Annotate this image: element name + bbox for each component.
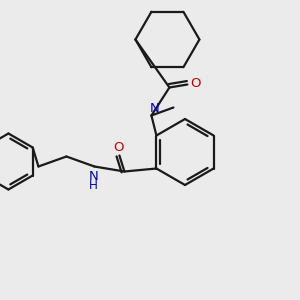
Text: O: O [190, 77, 201, 90]
Text: N: N [149, 102, 159, 115]
Text: H: H [89, 179, 98, 192]
Text: N: N [88, 170, 98, 183]
Text: O: O [113, 141, 124, 154]
